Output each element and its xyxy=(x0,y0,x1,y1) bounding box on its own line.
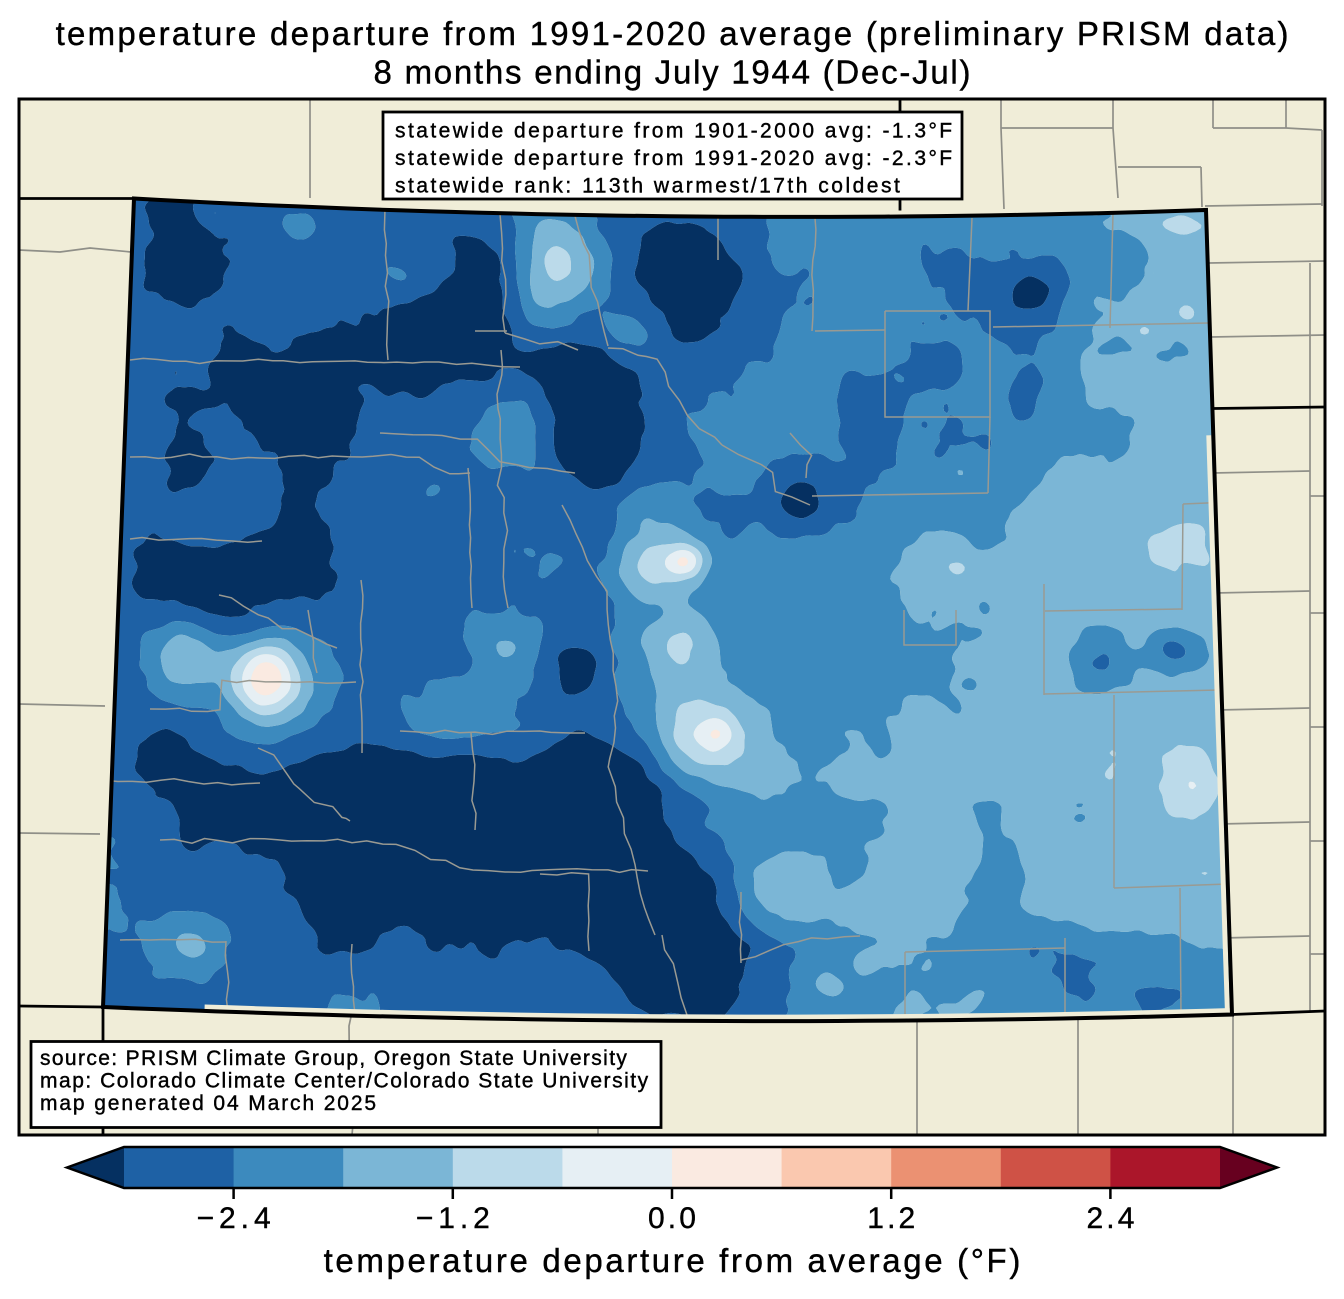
svg-text:−1.2: −1.2 xyxy=(416,1202,495,1235)
svg-text:map generated 04 March 2025: map generated 04 March 2025 xyxy=(40,1092,378,1115)
svg-text:−2.4: −2.4 xyxy=(197,1202,276,1235)
svg-text:statewide rank: 113th warmest/: statewide rank: 113th warmest/17th colde… xyxy=(395,175,902,198)
svg-text:8 months ending July 1944 (Dec: 8 months ending July 1944 (Dec-Jul) xyxy=(374,54,973,91)
svg-text:temperature departure from ave: temperature departure from average (°F) xyxy=(324,1242,1023,1279)
svg-text:map: Colorado Climate Center/C: map: Colorado Climate Center/Colorado St… xyxy=(40,1070,650,1093)
svg-text:0.0: 0.0 xyxy=(648,1202,699,1235)
svg-text:2.4: 2.4 xyxy=(1086,1202,1137,1235)
svg-text:temperature departure from 199: temperature departure from 1991-2020 ave… xyxy=(56,15,1291,52)
svg-text:source: PRISM Climate Group, O: source: PRISM Climate Group, Oregon Stat… xyxy=(40,1047,628,1070)
svg-text:statewide departure from 1991-: statewide departure from 1991-2020 avg: … xyxy=(395,147,955,170)
svg-text:1.2: 1.2 xyxy=(867,1202,918,1235)
svg-text:statewide departure from 1901-: statewide departure from 1901-2000 avg: … xyxy=(395,120,955,143)
